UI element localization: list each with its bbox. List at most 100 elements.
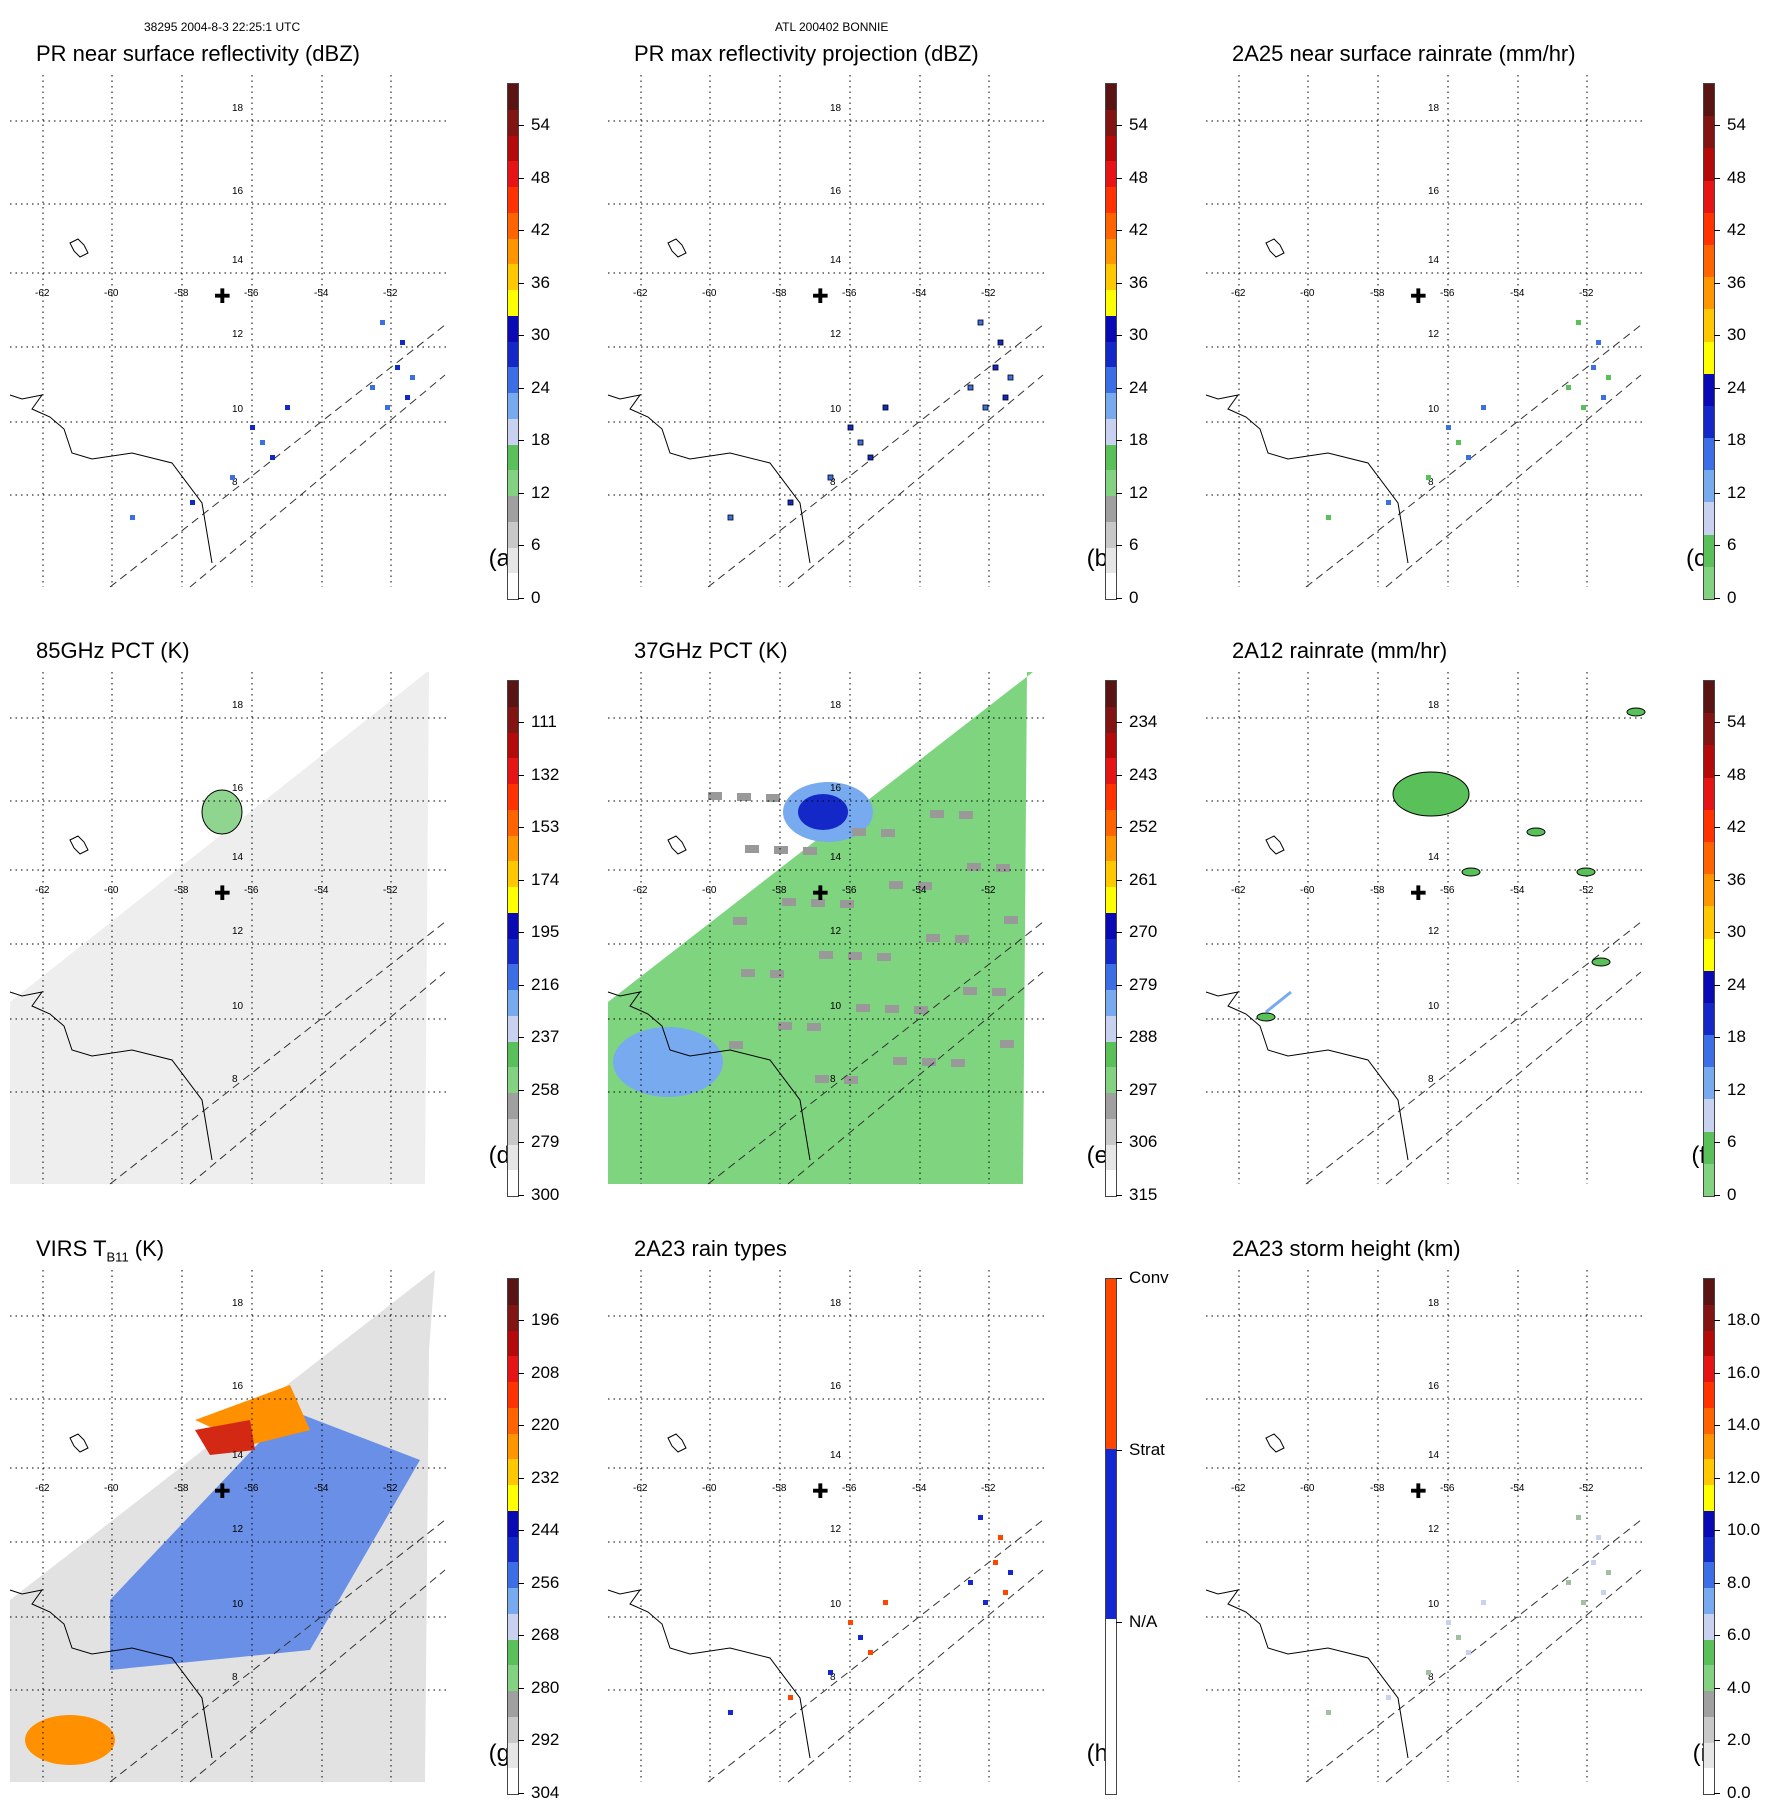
colorbar-segment	[508, 1170, 518, 1196]
colorbar-segment	[1106, 706, 1116, 733]
colorbar-segment	[1704, 116, 1714, 149]
colorbar-segment	[508, 444, 518, 471]
colorbar-segment	[508, 1665, 518, 1691]
lon-label: -52	[981, 885, 996, 896]
lon-label: -62	[35, 885, 50, 896]
map-canvas: 18 16 14 12 10 8 -62 -60 -58 -56 -54 -52 ✚	[9, 1270, 450, 1783]
colorbar-segment	[1704, 1665, 1714, 1691]
colorbar-tick-label: 24	[1727, 377, 1746, 397]
swath-edge-line	[109, 921, 446, 1185]
colorbar-tick	[518, 1425, 524, 1427]
rain-echo	[983, 1600, 988, 1605]
colorbar-tick	[1714, 932, 1720, 934]
colorbar-tick-label: 12	[1727, 1079, 1746, 1099]
rain-echo	[967, 384, 974, 391]
colorbar-segment	[1106, 758, 1116, 784]
colorbar-segment	[1106, 1618, 1116, 1794]
colorbar-segment	[508, 912, 518, 939]
colorbar-segment	[1106, 1015, 1116, 1042]
lon-label: -62	[35, 1483, 50, 1494]
colorbar-segment	[508, 1304, 518, 1331]
rain-echo	[1007, 374, 1014, 381]
lat-label: 8	[232, 1672, 238, 1683]
rain-echo	[405, 395, 410, 400]
lon-label: -60	[1300, 885, 1315, 896]
colorbar-tick	[1116, 387, 1122, 389]
colorbar-segment	[1704, 1510, 1714, 1537]
swath-edge-line	[189, 971, 446, 1185]
colorbar-tick-label: 288	[1129, 1027, 1158, 1047]
colorbar-segment	[508, 835, 518, 862]
colorbar-tick	[518, 598, 524, 599]
colorbar-tick	[518, 1530, 524, 1532]
lon-label: -58	[1370, 288, 1385, 299]
lat-label: 8	[830, 477, 836, 488]
lat-label: 12	[830, 329, 842, 340]
lat-label: 18	[1428, 103, 1440, 114]
colorbar-tick-label: 42	[531, 220, 550, 240]
cold-cloud-top	[195, 1420, 255, 1455]
colorbar-tick	[1116, 722, 1122, 723]
rain-echo	[1566, 1580, 1571, 1585]
colorbar-tick	[1116, 545, 1122, 547]
swath-region	[10, 672, 429, 1184]
lon-label: -62	[633, 885, 648, 896]
rain-echo	[997, 339, 1004, 346]
lat-label: 16	[830, 186, 842, 197]
rain-echo	[395, 365, 400, 370]
colorbar-segment	[1704, 373, 1714, 406]
colorbar-segment	[1704, 1691, 1714, 1717]
colorbar-tick	[1714, 984, 1720, 986]
lat-label: 14	[232, 1450, 244, 1461]
colorbar-tick-label: 42	[1129, 220, 1148, 240]
colorbar-segment	[1704, 1035, 1714, 1068]
lon-label: -54	[912, 288, 927, 299]
colorbar-segment	[508, 367, 518, 393]
lat-label: 14	[830, 852, 842, 863]
rain-echo	[190, 500, 195, 505]
colorbar-tick-label: 252	[1129, 817, 1158, 837]
gray-pixel	[918, 882, 932, 890]
lon-label: -54	[912, 885, 927, 896]
colorbar-segment	[508, 1433, 518, 1460]
lon-label: -62	[1231, 288, 1246, 299]
colorbar-tick	[518, 827, 524, 829]
rain-echo	[130, 515, 135, 520]
colorbar-tick	[518, 1635, 524, 1637]
coastline	[9, 1589, 213, 1759]
island-outline	[667, 1433, 687, 1453]
lat-label: 10	[232, 404, 244, 415]
colorbar-segment	[1704, 745, 1714, 778]
colorbar-tick	[1116, 774, 1122, 776]
lat-label: 18	[232, 1298, 244, 1309]
colorbar-tick-label: 268	[531, 1625, 560, 1645]
map-canvas: 18 16 14 12 10 8 -62 -60 -58 -56 -54 -52 ✚	[607, 75, 1048, 588]
swath-edge-line	[1385, 374, 1642, 588]
rain-echo	[1481, 405, 1486, 410]
colorbar-segment	[1704, 841, 1714, 875]
colorbar-tick	[1714, 545, 1720, 547]
gray-pixel	[881, 829, 895, 837]
coastline	[1205, 394, 1409, 564]
colorbar-tick-label: 30	[1727, 922, 1746, 942]
gray-pixel	[1004, 916, 1018, 924]
rain-echo	[992, 364, 999, 371]
rain-echo	[1426, 475, 1431, 480]
colorbar-segment	[1106, 681, 1116, 707]
lon-label: -52	[1579, 885, 1594, 896]
colorbar-tick	[1714, 1582, 1720, 1584]
lat-label: 18	[1428, 1298, 1440, 1309]
gray-pixel	[914, 1006, 928, 1014]
colorbar	[507, 83, 519, 600]
rain-echo	[1581, 405, 1586, 410]
gray-pixel	[815, 1075, 829, 1083]
colorbar-tick-label: 280	[531, 1677, 560, 1697]
gray-pixel	[930, 810, 944, 818]
lat-label: 18	[232, 103, 244, 114]
colorbar-tick-label: 261	[1129, 869, 1158, 889]
colorbar-tick	[1116, 1142, 1122, 1144]
gray-pixel	[922, 1058, 936, 1066]
colorbar-segment	[508, 1015, 518, 1042]
gray-pixel	[848, 952, 862, 960]
panel-title: 2A25 near surface rainrate (mm/hr)	[1232, 41, 1576, 66]
